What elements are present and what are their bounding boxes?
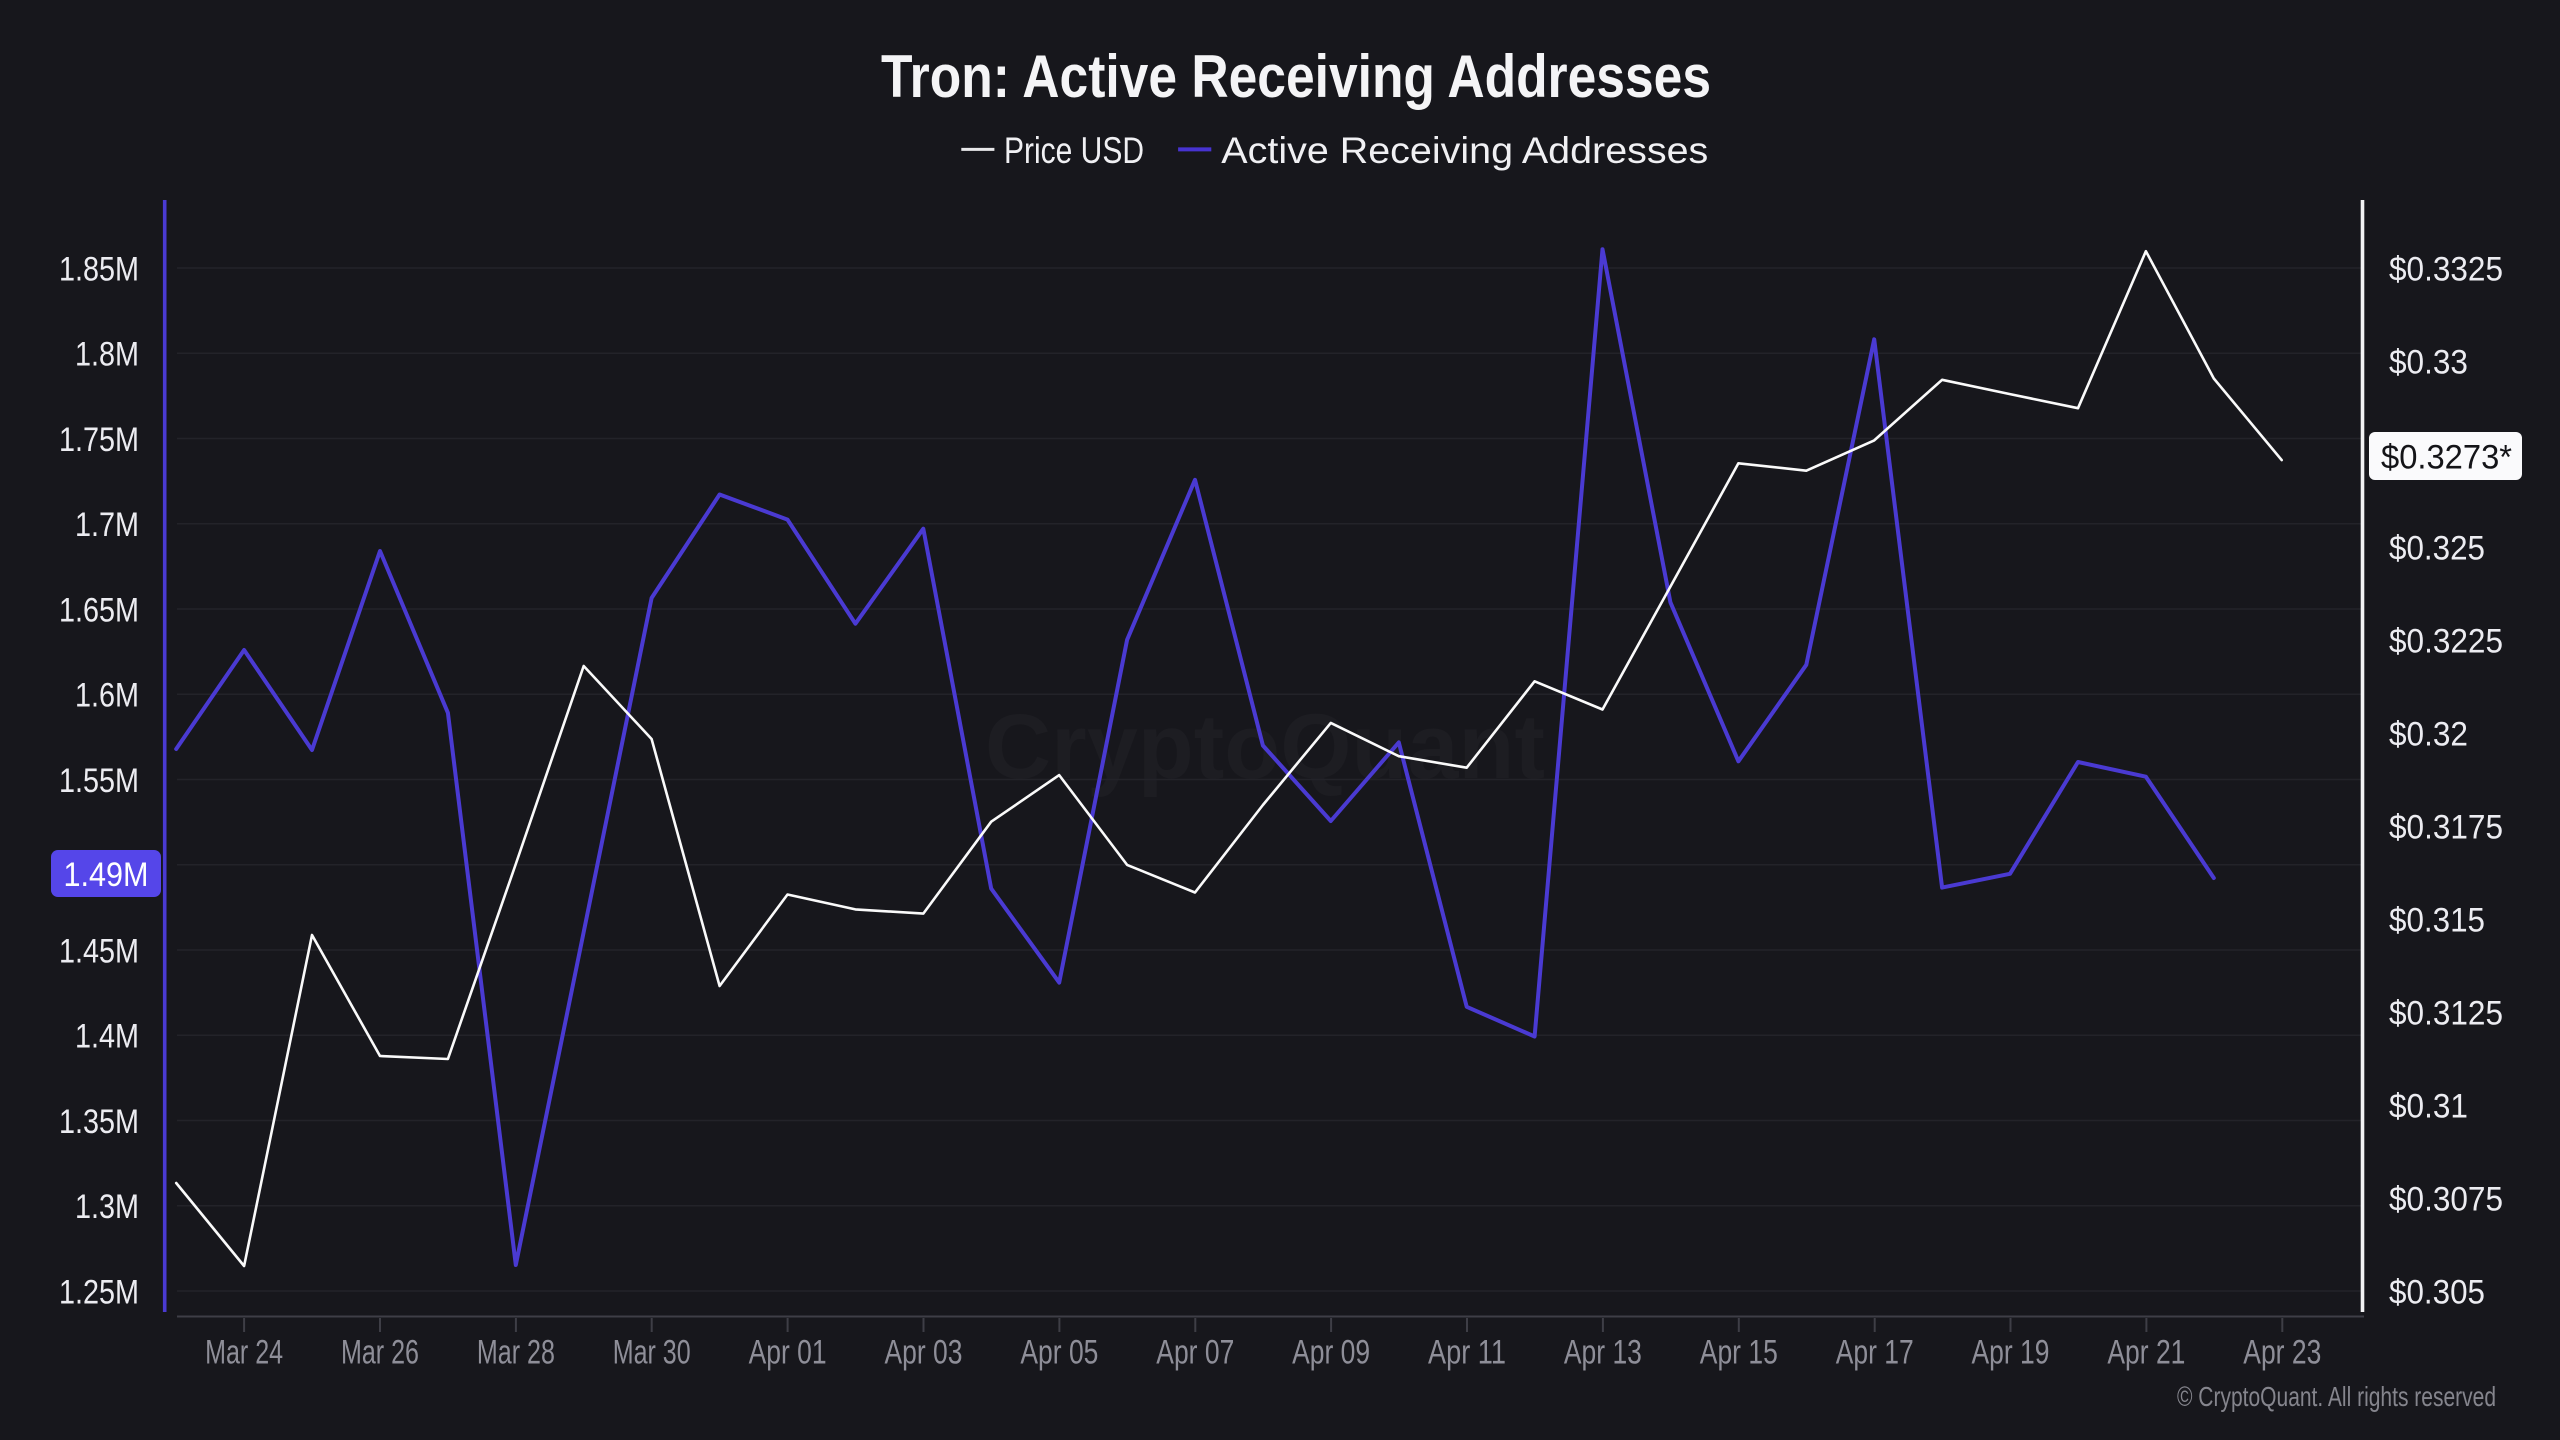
svg-text:Apr 07: Apr 07	[1156, 1333, 1234, 1371]
svg-text:1.49M: 1.49M	[64, 856, 149, 894]
svg-text:1.3M: 1.3M	[75, 1188, 139, 1226]
svg-text:$0.3125: $0.3125	[2389, 994, 2503, 1032]
svg-text:$0.315: $0.315	[2389, 901, 2485, 939]
svg-text:Apr 13: Apr 13	[1564, 1333, 1642, 1371]
svg-text:© CryptoQuant. All rights rese: © CryptoQuant. All rights reserved	[2177, 1381, 2496, 1412]
svg-text:1.6M: 1.6M	[75, 677, 139, 715]
svg-text:Apr 15: Apr 15	[1700, 1333, 1778, 1371]
svg-text:Apr 09: Apr 09	[1292, 1333, 1370, 1371]
svg-text:$0.32: $0.32	[2389, 715, 2468, 753]
svg-text:$0.3325: $0.3325	[2389, 250, 2503, 288]
svg-text:Apr 17: Apr 17	[1836, 1333, 1914, 1371]
svg-text:Mar 26: Mar 26	[341, 1333, 419, 1371]
svg-text:Apr 05: Apr 05	[1020, 1333, 1098, 1371]
svg-text:1.45M: 1.45M	[59, 932, 139, 970]
svg-text:Mar 28: Mar 28	[477, 1333, 555, 1371]
svg-text:$0.31: $0.31	[2389, 1087, 2468, 1125]
svg-text:Mar 30: Mar 30	[613, 1333, 691, 1371]
svg-text:Mar 24: Mar 24	[205, 1333, 283, 1371]
svg-text:Active Receiving Addresses: Active Receiving Addresses	[1221, 130, 1708, 171]
svg-text:Apr 19: Apr 19	[1972, 1333, 2050, 1371]
svg-text:1.8M: 1.8M	[75, 336, 139, 374]
svg-text:1.65M: 1.65M	[59, 591, 139, 629]
svg-text:$0.3175: $0.3175	[2389, 808, 2503, 846]
svg-text:1.75M: 1.75M	[59, 421, 139, 459]
svg-text:Apr 03: Apr 03	[885, 1333, 963, 1371]
svg-text:1.7M: 1.7M	[75, 506, 139, 544]
svg-text:$0.3225: $0.3225	[2389, 622, 2503, 660]
svg-text:Apr 11: Apr 11	[1428, 1333, 1506, 1371]
svg-text:$0.305: $0.305	[2389, 1273, 2485, 1311]
svg-text:Price USD: Price USD	[1004, 130, 1144, 171]
svg-text:Apr 21: Apr 21	[2107, 1333, 2185, 1371]
svg-text:1.35M: 1.35M	[59, 1103, 139, 1141]
svg-text:Tron: Active Receiving Address: Tron: Active Receiving Addresses	[881, 43, 1711, 110]
svg-text:Apr 01: Apr 01	[749, 1333, 827, 1371]
svg-text:$0.325: $0.325	[2389, 529, 2485, 567]
svg-text:$0.3273*: $0.3273*	[2381, 438, 2512, 476]
svg-text:1.25M: 1.25M	[59, 1273, 139, 1311]
svg-text:$0.33: $0.33	[2389, 343, 2468, 381]
svg-text:Apr 23: Apr 23	[2243, 1333, 2321, 1371]
svg-text:1.4M: 1.4M	[75, 1018, 139, 1056]
svg-text:$0.3075: $0.3075	[2389, 1180, 2503, 1218]
svg-text:1.55M: 1.55M	[59, 762, 139, 800]
svg-text:1.85M: 1.85M	[59, 250, 139, 288]
